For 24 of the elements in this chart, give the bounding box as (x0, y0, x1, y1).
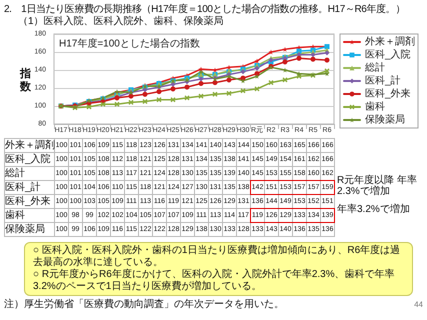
text: 外来＋調剤 (5, 140, 55, 150)
legend-label: 歯科 (365, 100, 385, 112)
chart-title: 2. 1日当たり医療費の長期推移（H17年度＝100とした場合の指数の推移。H17～R6年度。） (4, 4, 406, 16)
chart-subtitle: （1）医科入院、医科入院外、歯科、保険薬局 (17, 16, 225, 28)
legend-label: 外来＋調剤 (365, 36, 415, 48)
text: 44 (414, 299, 423, 311)
y-axis-title: 指数 (20, 68, 32, 94)
annotation: H17年度=100とした場合の指数 (59, 38, 200, 50)
text: ○ 医科入院・医科入院外・歯科の1日当たり医療費は増加傾向にあり、R6年度は過去最高の水準に達している。 (33, 245, 402, 268)
legend-label: 医科_入院 (365, 48, 411, 60)
text: R元年度以降 年率2.3%で増加 (337, 175, 418, 197)
text: 医科_計 (5, 182, 41, 192)
text: 歯科 (5, 210, 25, 220)
legend-label: 医科_外来 (365, 88, 411, 100)
text: 医科_入院 (5, 154, 51, 164)
text: 注）厚生労働省「医療費の動向調査」の年次データを用いた。 (4, 299, 284, 311)
text: 保険薬局 (5, 224, 45, 234)
legend-label: 総計 (364, 62, 385, 74)
legend-label: 保険薬局 (365, 114, 405, 126)
text: 医科_外来 (5, 196, 51, 206)
text: ○ R元年度からR6年度にかけて、医科の入院・入院外計で年率2.3%、歯科で年率3.2%のペースで1日当たり医療費が増加している。 (33, 269, 396, 293)
text: 総計 (5, 168, 25, 178)
legend-label: 医科_計 (365, 74, 401, 86)
text: 年率3.2%で増加 (337, 204, 411, 215)
